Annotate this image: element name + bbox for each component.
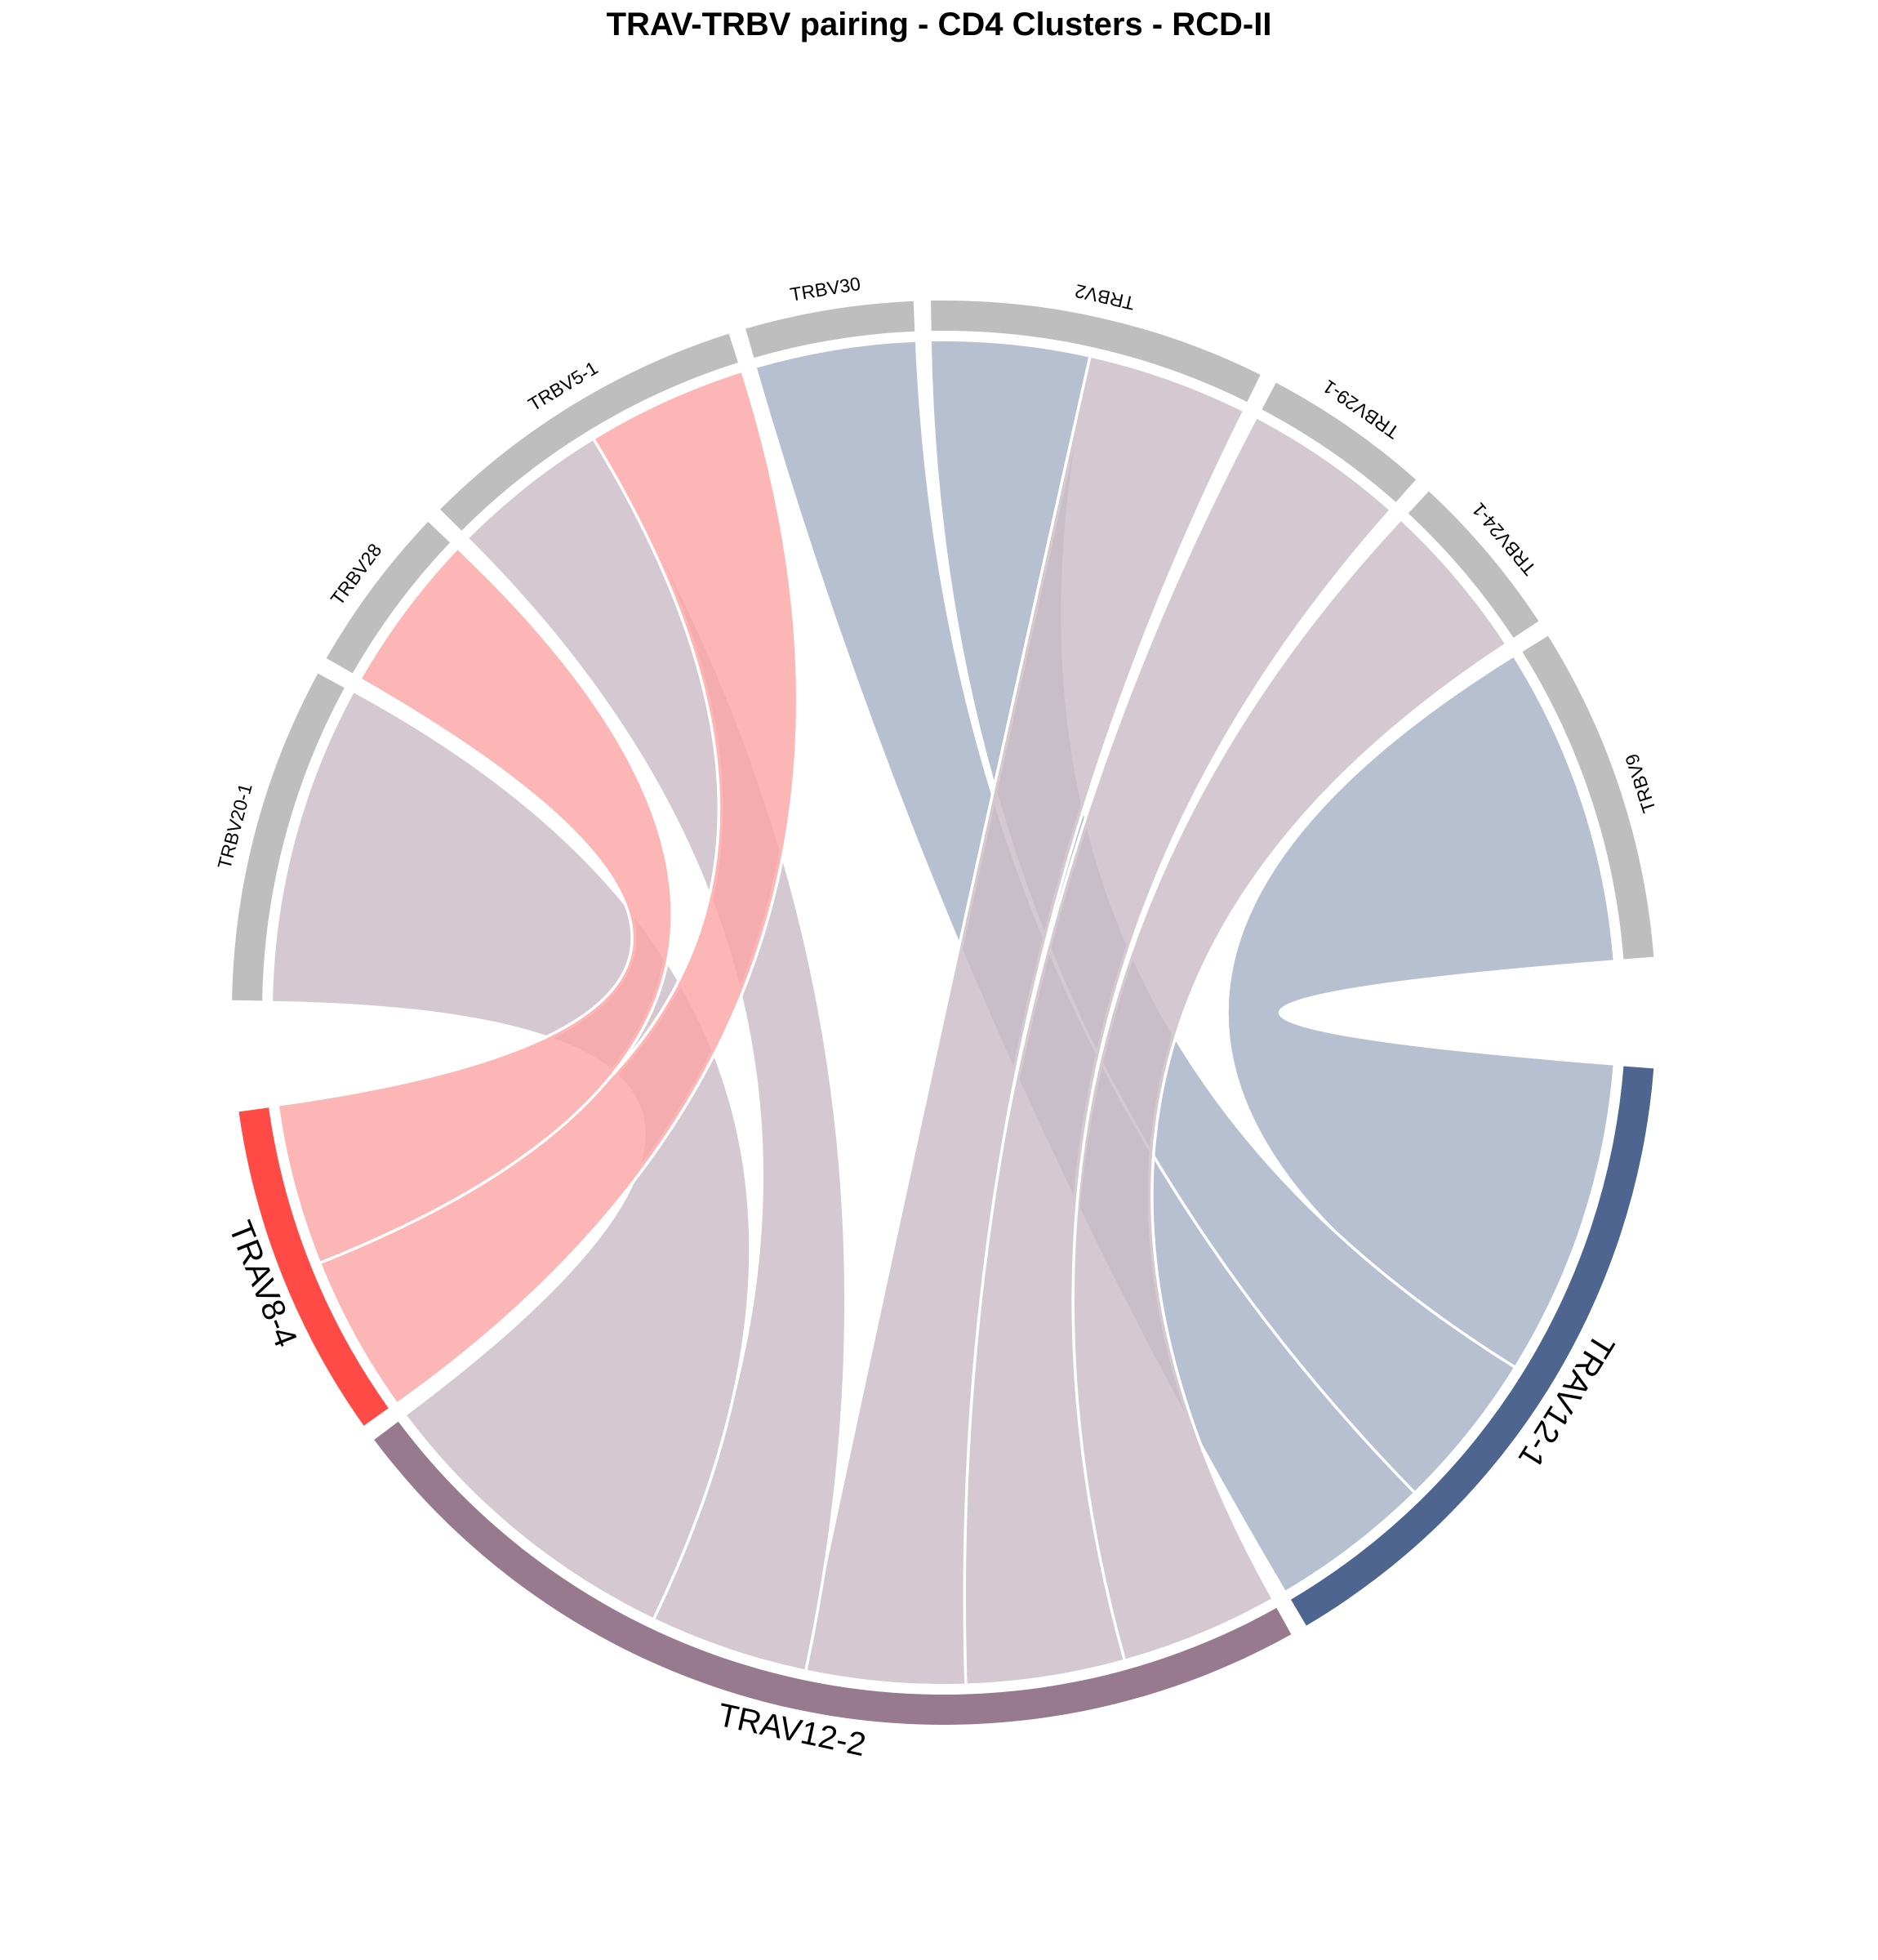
sector-tracks — [232, 300, 1654, 1726]
sector-track-trbv24-1 — [1408, 491, 1539, 638]
sector-label-trbv2: TRBV2 — [1073, 280, 1137, 314]
sector-track-trav12-1 — [1291, 1066, 1654, 1626]
chord-trav12-2-trbv2 — [801, 354, 1245, 1687]
sector-track-trbv28 — [326, 521, 451, 674]
sector-track-trbv9 — [1522, 635, 1654, 960]
sector-track-trbv29-1 — [1262, 382, 1417, 502]
sector-track-trbv20-1 — [232, 673, 345, 1001]
sector-track-trav8-4 — [238, 1107, 389, 1426]
sector-track-trbv5-1 — [440, 333, 738, 531]
chord-links — [269, 338, 1616, 1687]
sector-track-trbv2 — [931, 300, 1261, 403]
sector-label-trbv9: TRBV9 — [1621, 751, 1660, 816]
chart-title: TRAV-TRBV pairing - CD4 Clusters - RCD-I… — [607, 7, 1272, 42]
sector-label-trbv30: TRBV30 — [789, 273, 862, 305]
sector-track-trbv30 — [745, 301, 915, 359]
chord-trav8-4-trbv28 — [276, 546, 674, 1264]
